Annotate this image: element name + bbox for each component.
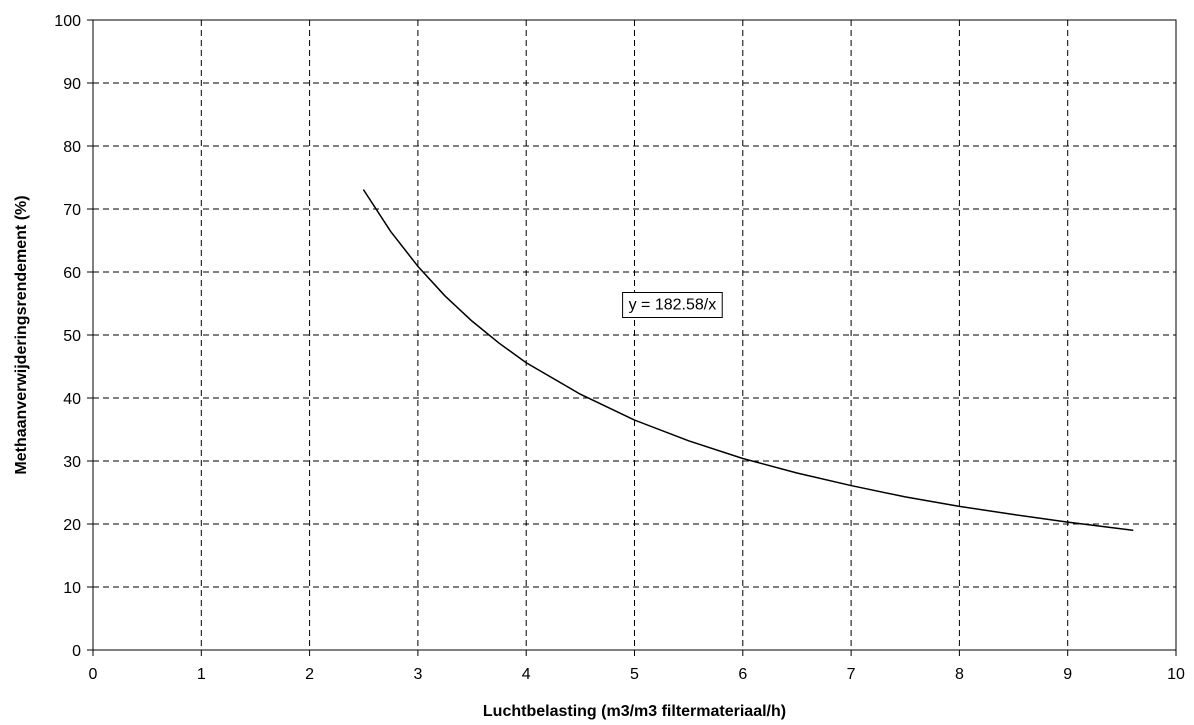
equation-label: y = 182.58/x — [629, 297, 717, 314]
annotation-frame — [622, 292, 723, 318]
x-tick-label: 2 — [305, 666, 314, 683]
x-axis-title: Luchtbelasting (m3/m3 filtermateriaal/h) — [483, 703, 786, 720]
y-tick-label: 90 — [63, 76, 81, 93]
y-tick-label: 40 — [63, 391, 81, 408]
y-tick-label: 80 — [63, 139, 81, 156]
y-tick-label: 60 — [63, 265, 81, 282]
x-axis-tick-labels: 0 1 2 3 4 5 6 7 8 9 10 — [89, 666, 1185, 683]
x-tick-label: 6 — [738, 666, 747, 683]
x-tick-label: 0 — [89, 666, 98, 683]
y-tick-label: 50 — [63, 328, 81, 345]
x-tick-label: 3 — [413, 666, 422, 683]
y-tick-label: 70 — [63, 202, 81, 219]
annotation-layer: y = 182.58/x — [622, 292, 723, 318]
annotation-box: y = 182.58/x — [622, 292, 723, 318]
axis-ticks — [87, 19, 1177, 656]
y-tick-label: 0 — [72, 643, 81, 660]
x-tick-label: 10 — [1167, 666, 1185, 683]
x-tick-label: 5 — [630, 666, 639, 683]
y-tick-label: 20 — [63, 517, 81, 534]
y-tick-label: 100 — [54, 13, 81, 30]
y-tick-label: 30 — [63, 454, 81, 471]
x-tick-label: 8 — [955, 666, 964, 683]
x-tick-label: 4 — [522, 666, 531, 683]
y-tick-label: 10 — [63, 580, 81, 597]
gridlines — [93, 20, 1176, 650]
y-axis-title: Methaanverwijderingsrendement (%) — [13, 195, 30, 474]
x-tick-label: 9 — [1063, 666, 1072, 683]
y-axis-tick-labels: 0 10 20 30 40 50 60 70 80 90 100 — [54, 13, 81, 660]
x-tick-label: 7 — [847, 666, 856, 683]
x-tick-label: 1 — [197, 666, 206, 683]
series-layer — [363, 189, 1134, 532]
series-line-0 — [363, 189, 1134, 532]
